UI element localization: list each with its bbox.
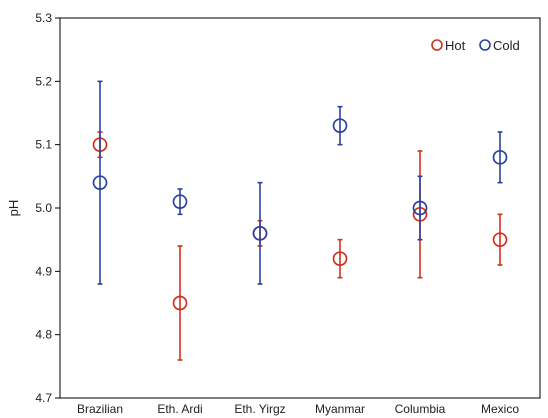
legend-marker-cold bbox=[479, 39, 491, 51]
y-axis-title: pH bbox=[6, 200, 21, 217]
legend: Hot Cold bbox=[431, 38, 520, 53]
data-point bbox=[172, 194, 188, 210]
series-cold bbox=[92, 80, 508, 285]
legend-marker-hot bbox=[431, 39, 443, 51]
y-tick-label: 4.8 bbox=[35, 328, 52, 342]
y-tick-label: 4.9 bbox=[35, 264, 52, 278]
plot-frame bbox=[59, 17, 541, 399]
legend-label-hot: Hot bbox=[445, 38, 466, 53]
y-axis: 4.7 4.8 4.9 5.0 5.1 5.2 5.3 bbox=[35, 11, 60, 405]
data-point bbox=[492, 232, 508, 248]
data-point bbox=[332, 118, 348, 134]
data-point bbox=[412, 200, 428, 216]
data-point bbox=[92, 175, 108, 191]
data-point bbox=[252, 225, 268, 241]
series-layer bbox=[92, 80, 508, 361]
x-tick-label: Eth. Ardi bbox=[157, 402, 202, 416]
y-tick-label: 4.7 bbox=[35, 391, 52, 405]
x-tick-label: Columbia bbox=[395, 402, 446, 416]
y-tick-label: 5.3 bbox=[35, 11, 52, 25]
data-point bbox=[172, 295, 188, 311]
x-tick-label: Brazilian bbox=[77, 402, 123, 416]
data-point bbox=[332, 251, 348, 267]
y-tick-label: 5.0 bbox=[35, 201, 52, 215]
x-tick-label: Mexico bbox=[481, 402, 519, 416]
legend-label-cold: Cold bbox=[493, 38, 520, 53]
x-axis: Brazilian Eth. Ardi Eth. Yirgz Myanmar Colum… bbox=[77, 402, 519, 416]
data-point bbox=[492, 149, 508, 165]
y-tick-label: 5.2 bbox=[35, 74, 52, 88]
x-tick-label: Eth. Yirgz bbox=[234, 402, 285, 416]
series-hot bbox=[92, 131, 508, 361]
x-tick-label: Myanmar bbox=[315, 402, 365, 416]
y-tick-label: 5.1 bbox=[35, 138, 52, 152]
